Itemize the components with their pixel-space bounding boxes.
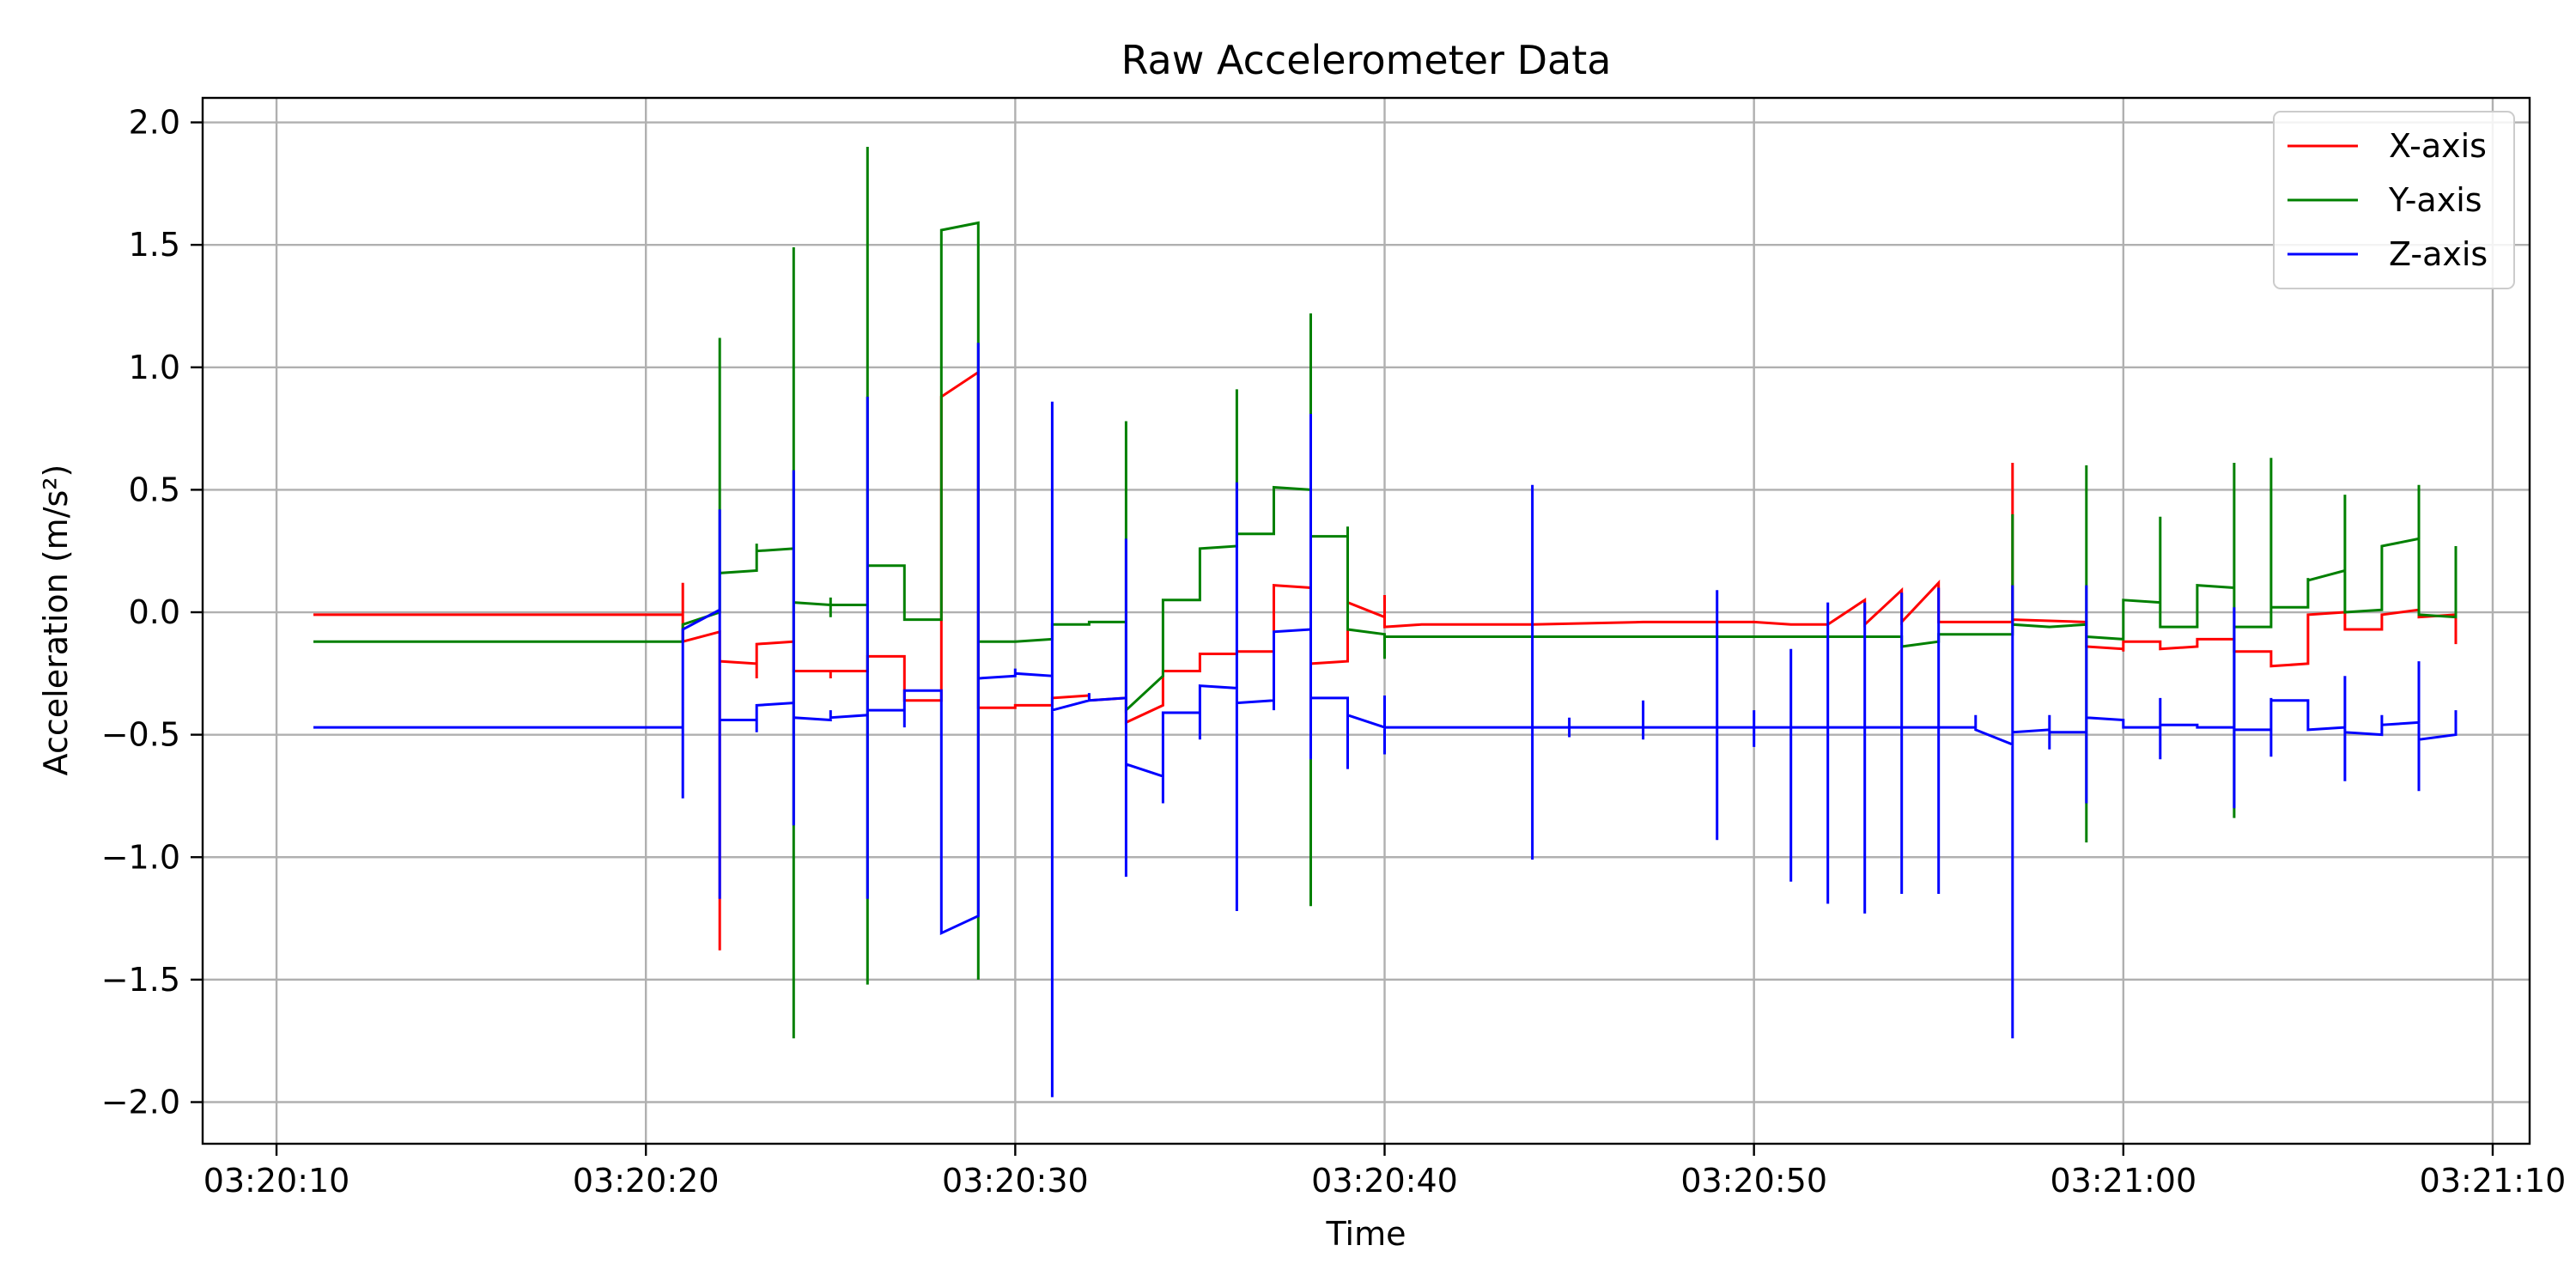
legend-label: X-axis <box>2389 127 2487 165</box>
legend: X-axis Y-axis Z-axis <box>2273 111 2515 289</box>
x-tick-label: 03:20:30 <box>942 1162 1089 1200</box>
x-axis-label: Time <box>1326 1215 1406 1253</box>
series-line-x-axis <box>313 369 2458 951</box>
x-axis: 03:20:10 03:20:20 03:20:30 03:20:40 03:20:50… <box>204 1144 2567 1200</box>
legend-label: Y-axis <box>2388 181 2482 219</box>
legend-label: Z-axis <box>2389 235 2488 273</box>
y-tick-label: 0.0 <box>129 593 180 631</box>
y-axis: 2.0 1.5 1.0 0.5 0.0 −0.5 −1.0 −1.5 −2.0 <box>101 104 203 1121</box>
y-axis-label: Acceleration (m/s²) <box>37 465 75 776</box>
legend-box <box>2273 111 2515 289</box>
y-tick-label: −1.0 <box>101 838 180 876</box>
y-tick-label: 2.0 <box>129 104 180 142</box>
y-tick-label: −2.0 <box>101 1084 180 1121</box>
x-tick-label: 03:21:00 <box>2050 1162 2196 1200</box>
series-layer <box>313 147 2458 1097</box>
y-tick-label: 1.0 <box>129 349 180 386</box>
x-tick-label: 03:21:10 <box>2420 1162 2567 1200</box>
y-tick-label: −0.5 <box>101 716 180 754</box>
y-tick-label: 0.5 <box>129 471 180 508</box>
x-tick-label: 03:20:10 <box>204 1162 350 1200</box>
x-tick-label: 03:20:40 <box>1311 1162 1458 1200</box>
x-tick-label: 03:20:20 <box>573 1162 720 1200</box>
x-tick-label: 03:20:50 <box>1680 1162 1827 1200</box>
y-tick-label: −1.5 <box>101 961 180 999</box>
chart-title: Raw Accelerometer Data <box>1121 37 1612 83</box>
plot-frame <box>201 96 2531 1145</box>
y-tick-label: 1.5 <box>129 226 180 264</box>
series-line-z-axis <box>313 343 2458 1097</box>
